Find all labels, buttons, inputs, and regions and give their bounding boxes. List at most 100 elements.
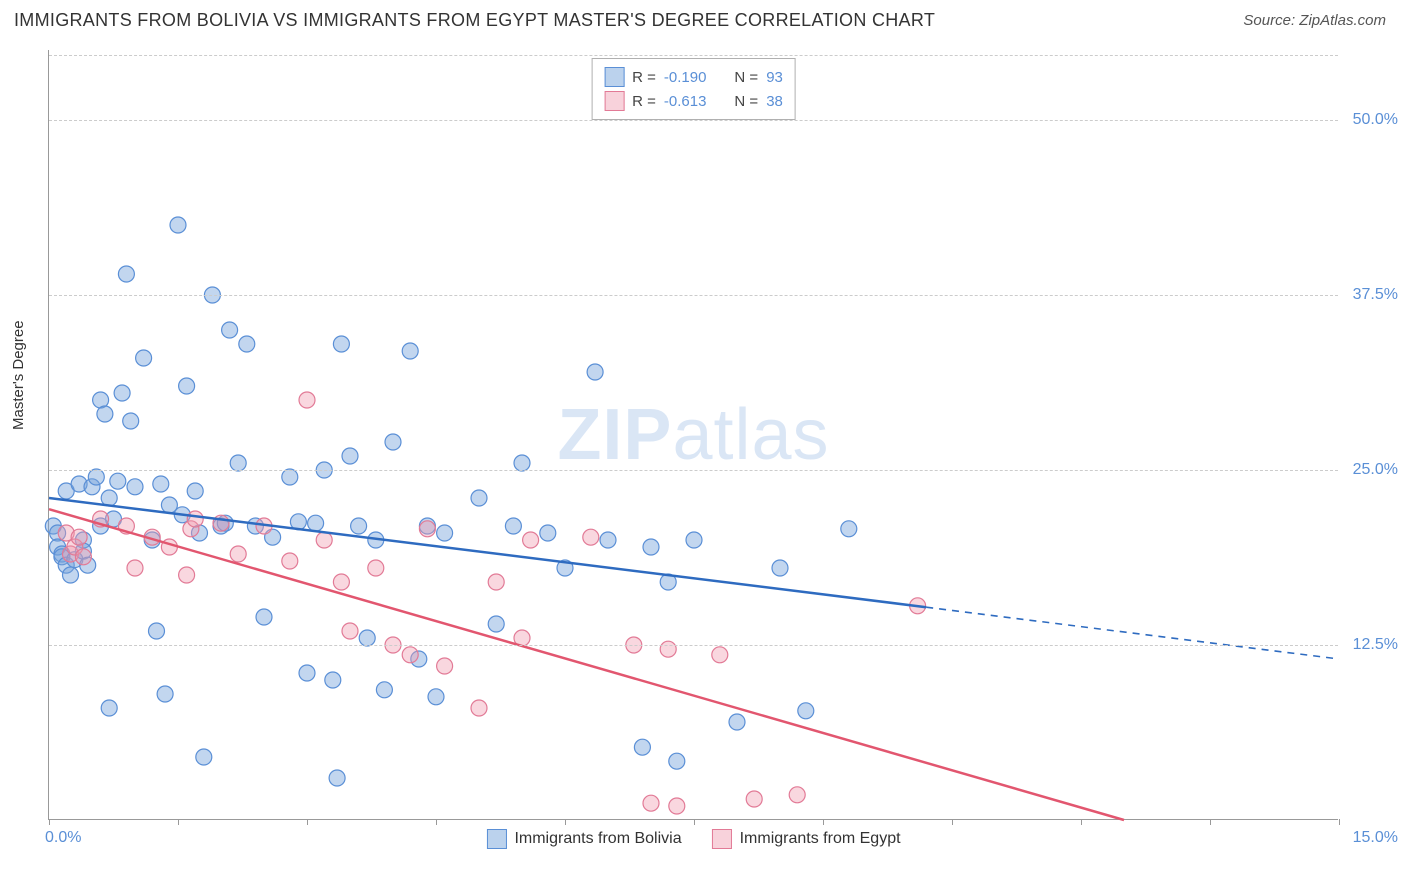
series-legend: Immigrants from Bolivia Immigrants from … <box>486 829 900 849</box>
y-tick-label: 12.5% <box>1353 636 1398 654</box>
y-tick-label: 37.5% <box>1353 286 1398 304</box>
data-point <box>230 455 246 471</box>
data-point <box>230 546 246 562</box>
data-point <box>239 336 255 352</box>
data-point <box>153 476 169 492</box>
data-point <box>71 529 87 545</box>
plot-svg <box>49 50 1338 819</box>
data-point <box>97 406 113 422</box>
legend-label: Immigrants from Egypt <box>740 830 901 848</box>
x-tick-mark <box>952 819 953 825</box>
data-point <box>127 560 143 576</box>
x-tick-label: 15.0% <box>1353 829 1398 847</box>
trend-line <box>926 607 1339 659</box>
data-point <box>686 532 702 548</box>
data-point <box>316 532 332 548</box>
swatch-icon <box>712 829 732 849</box>
source-prefix: Source: <box>1243 12 1299 29</box>
data-point <box>157 686 173 702</box>
data-point <box>187 483 203 499</box>
data-point <box>256 609 272 625</box>
gridline <box>49 120 1338 121</box>
data-point <box>798 703 814 719</box>
x-tick-label: 0.0% <box>45 829 81 847</box>
n-label: N = <box>734 69 758 86</box>
data-point <box>437 658 453 674</box>
data-point <box>368 560 384 576</box>
data-point <box>136 350 152 366</box>
data-point <box>729 714 745 730</box>
data-point <box>488 574 504 590</box>
trend-line <box>49 498 926 607</box>
x-tick-mark <box>823 819 824 825</box>
data-point <box>149 623 165 639</box>
data-point <box>299 665 315 681</box>
data-point <box>299 392 315 408</box>
swatch-icon <box>604 67 624 87</box>
swatch-icon <box>486 829 506 849</box>
trend-line <box>49 509 1124 820</box>
legend-label: Immigrants from Bolivia <box>514 830 681 848</box>
data-point <box>643 539 659 555</box>
swatch-icon <box>604 91 624 111</box>
data-point <box>376 682 392 698</box>
chart-header: IMMIGRANTS FROM BOLIVIA VS IMMIGRANTS FR… <box>0 0 1406 37</box>
data-point <box>123 413 139 429</box>
data-point <box>333 574 349 590</box>
x-tick-mark <box>49 819 50 825</box>
r-value: -0.613 <box>664 93 707 110</box>
data-point <box>110 473 126 489</box>
data-point <box>351 518 367 534</box>
data-point <box>282 553 298 569</box>
r-label: R = <box>632 69 656 86</box>
legend-row-egypt: R = -0.613 N = 38 <box>604 89 783 113</box>
data-point <box>359 630 375 646</box>
data-point <box>222 322 238 338</box>
data-point <box>179 567 195 583</box>
chart-title: IMMIGRANTS FROM BOLIVIA VS IMMIGRANTS FR… <box>14 10 935 31</box>
data-point <box>402 647 418 663</box>
data-point <box>63 567 79 583</box>
data-point <box>75 549 91 565</box>
data-point <box>772 560 788 576</box>
gridline <box>49 645 1338 646</box>
data-point <box>669 753 685 769</box>
data-point <box>746 791 762 807</box>
data-point <box>428 689 444 705</box>
scatter-chart: ZIPatlas R = -0.190 N = 93 R = -0.613 N … <box>48 50 1338 820</box>
data-point <box>187 511 203 527</box>
data-point <box>600 532 616 548</box>
r-value: -0.190 <box>664 69 707 86</box>
n-label: N = <box>734 93 758 110</box>
data-point <box>402 343 418 359</box>
legend-item-bolivia: Immigrants from Bolivia <box>486 829 681 849</box>
data-point <box>385 434 401 450</box>
data-point <box>88 469 104 485</box>
data-point <box>514 455 530 471</box>
gridline <box>49 55 1338 56</box>
data-point <box>419 521 435 537</box>
data-point <box>583 529 599 545</box>
legend-item-egypt: Immigrants from Egypt <box>712 829 901 849</box>
data-point <box>488 616 504 632</box>
legend-row-bolivia: R = -0.190 N = 93 <box>604 65 783 89</box>
data-point <box>196 749 212 765</box>
y-axis-label: Master's Degree <box>10 320 27 430</box>
y-tick-label: 50.0% <box>1353 111 1398 129</box>
data-point <box>841 521 857 537</box>
x-tick-mark <box>1339 819 1340 825</box>
data-point <box>170 217 186 233</box>
source-name: ZipAtlas.com <box>1299 12 1386 29</box>
data-point <box>127 479 143 495</box>
data-point <box>789 787 805 803</box>
r-label: R = <box>632 93 656 110</box>
data-point <box>540 525 556 541</box>
data-point <box>437 525 453 541</box>
data-point <box>325 672 341 688</box>
x-tick-mark <box>694 819 695 825</box>
data-point <box>643 795 659 811</box>
data-point <box>329 770 345 786</box>
data-point <box>118 266 134 282</box>
gridline <box>49 295 1338 296</box>
data-point <box>523 532 539 548</box>
